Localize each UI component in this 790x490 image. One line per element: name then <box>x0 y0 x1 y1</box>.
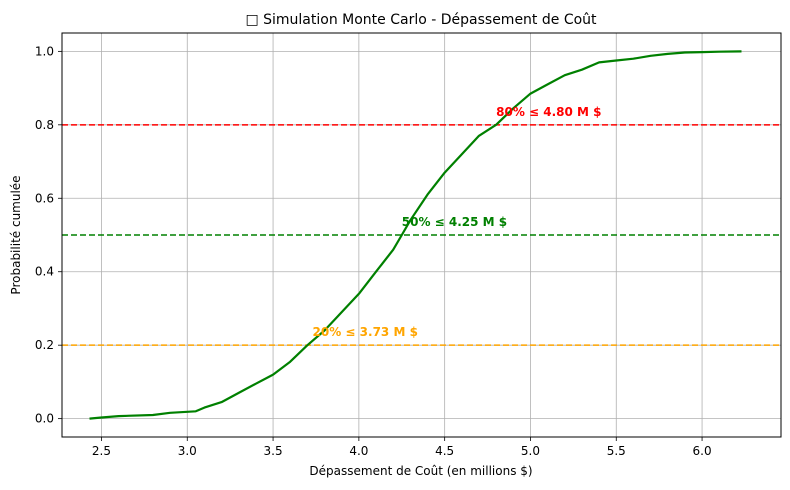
y-tick-label: 0.2 <box>35 338 54 352</box>
chart-title: □ Simulation Monte Carlo - Dépassement d… <box>245 12 597 28</box>
x-tick-label: 3.0 <box>178 444 197 458</box>
x-tick-label: 6.0 <box>693 444 712 458</box>
series-layer <box>89 50 742 420</box>
x-tick-label: 5.5 <box>607 444 626 458</box>
cdf-line <box>89 50 742 420</box>
x-tick-label: 4.5 <box>435 444 454 458</box>
threshold-annotations: 80% ≤ 4.80 M $ 50% ≤ 4.25 M $ 20% ≤ 3.73 M… <box>313 105 602 339</box>
y-axis-ticks: 0.0 0.2 0.4 0.6 0.8 1.0 <box>35 44 62 426</box>
x-axis-ticks: 2.5 3.0 3.5 4.0 4.5 5.0 5.5 6.0 <box>92 437 712 458</box>
y-tick-label: 0.6 <box>35 191 54 205</box>
y-tick-label: 1.0 <box>35 44 54 58</box>
x-tick-label: 4.0 <box>349 444 368 458</box>
y-tick-label: 0.8 <box>35 118 54 132</box>
threshold-label: 20% ≤ 3.73 M $ <box>313 325 418 339</box>
x-tick-label: 2.5 <box>92 444 111 458</box>
y-axis-label: Probabilité cumulée <box>9 175 23 294</box>
x-axis-label: Dépassement de Coût (en millions $) <box>309 464 532 478</box>
threshold-label: 50% ≤ 4.25 M $ <box>402 215 507 229</box>
x-tick-label: 3.5 <box>264 444 283 458</box>
x-tick-label: 5.0 <box>521 444 540 458</box>
threshold-lines <box>62 124 781 346</box>
y-tick-label: 0.4 <box>35 265 54 279</box>
plot-frame <box>61 32 782 438</box>
threshold-label: 80% ≤ 4.80 M $ <box>496 105 601 119</box>
y-tick-label: 0.0 <box>35 412 54 426</box>
